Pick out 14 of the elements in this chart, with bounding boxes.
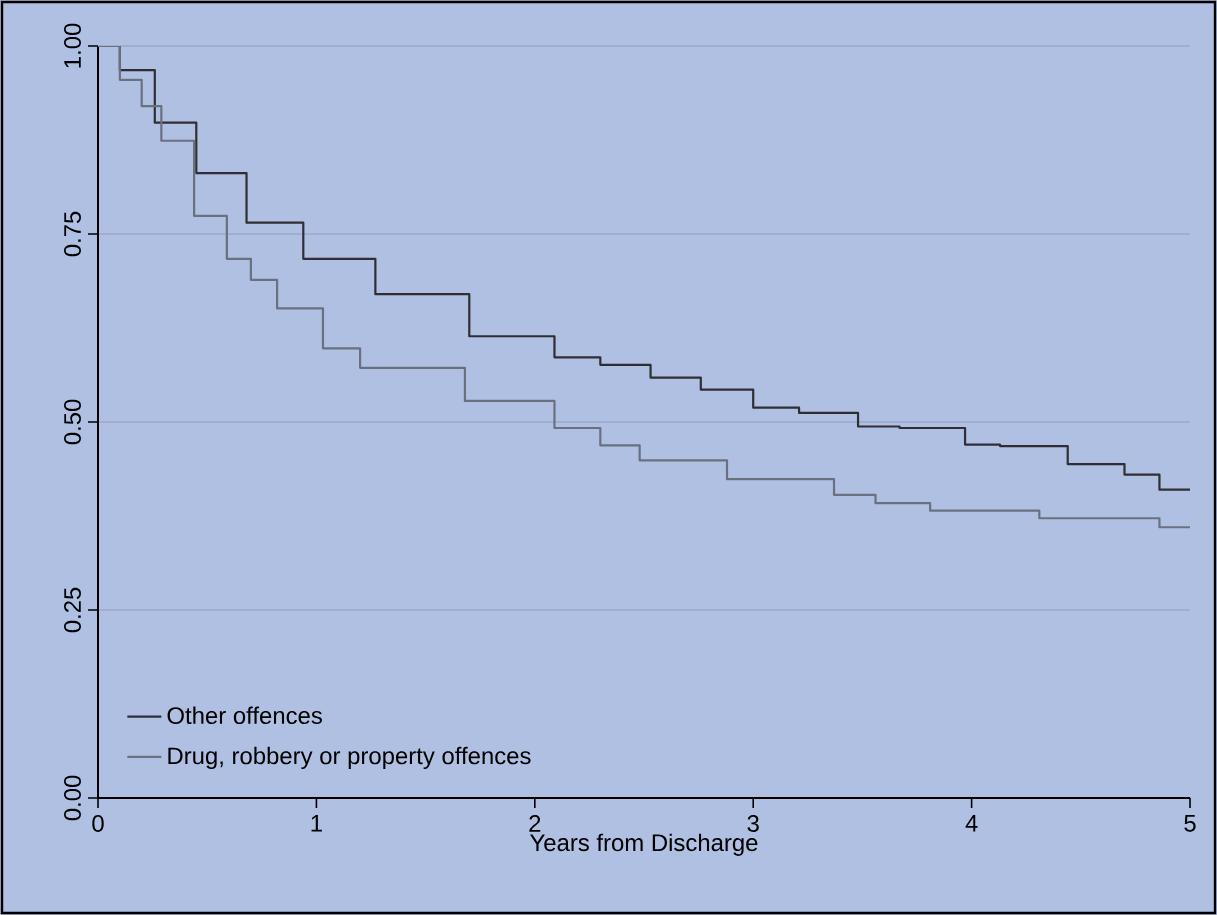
y-tick-label: 0.50	[64, 399, 81, 445]
y-tick-label: 0.75	[64, 211, 81, 257]
x-axis-title: Years from Discharge	[530, 833, 758, 856]
x-tick-label: 2	[529, 815, 541, 832]
y-tick-label: 1.00	[64, 23, 81, 68]
x-tick-label: 3	[747, 815, 759, 832]
x-tick-label: 0	[92, 815, 104, 832]
x-tick-label: 5	[1184, 815, 1196, 832]
legend-label: Other offences	[167, 706, 322, 725]
y-tick-label: 0.00	[64, 775, 81, 821]
x-tick-label: 1	[311, 815, 322, 832]
legend-label: Drug, robbery or property offences	[168, 746, 531, 770]
x-tick-label: 4	[965, 815, 978, 832]
y-tick-label: 0.25	[64, 587, 81, 633]
